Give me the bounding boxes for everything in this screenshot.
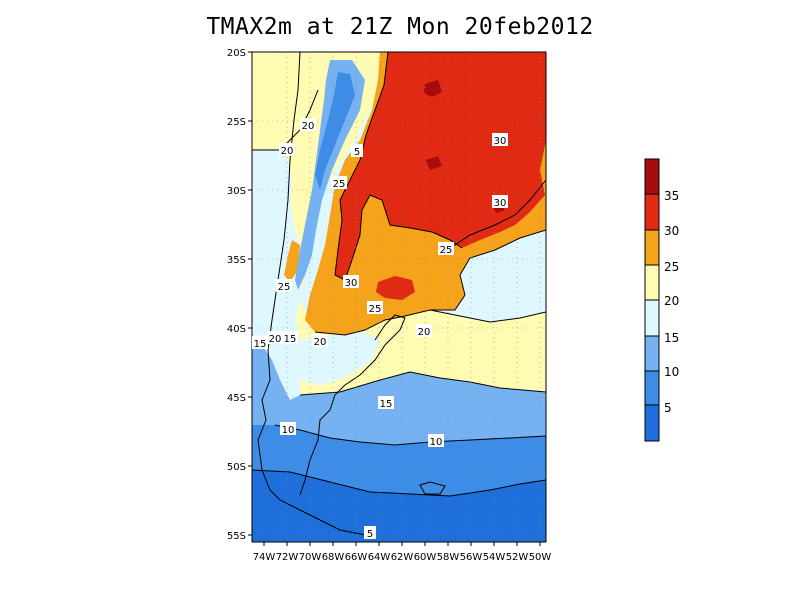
x-tick-label: 66W [345,552,368,563]
colorbar-label: 15 [664,331,679,345]
contour-label: 20 [300,118,316,132]
svg-text:20: 20 [302,121,315,132]
x-tick-label: 58W [437,552,460,563]
colorbar-label: 20 [664,294,679,308]
y-tick-label: 20S [227,48,246,59]
svg-text:5: 5 [354,147,360,158]
x-tick-label: 60W [414,552,437,563]
contour-label: 15 [282,331,298,345]
contour-label: 20 [312,334,328,348]
x-tick-label: 56W [460,552,483,563]
colorbar-swatch [645,371,659,405]
contour-label: 5 [364,526,376,540]
temp-band-0-5 [252,470,546,542]
colorbar-swatch [645,159,659,194]
contour-label: 30 [492,133,508,147]
colorbar-swatch [645,405,659,441]
temp-band-35-plus [424,80,505,213]
x-tick-label: 72W [276,552,299,563]
x-tick-label: 68W [322,552,345,563]
map-plot-area [252,52,546,542]
temp-band-30-35-south [376,276,415,300]
contour-label: 30 [492,195,508,209]
contour-label: 20 [416,324,432,338]
colorbar-swatch [645,194,659,230]
x-tick-label: 74W [253,552,276,563]
y-tick-label: 40S [227,324,246,335]
y-tick-label: 35S [227,255,246,266]
x-tick-label: 54W [483,552,506,563]
colorbar-swatch [645,336,659,371]
y-tick-label: 55S [227,531,246,542]
gridlines [252,52,546,542]
colorbar-swatch [645,300,659,336]
svg-text:25: 25 [278,282,291,293]
x-axis: 74W 72W 70W 68W 66W 64W 62W 60W 58W 56W … [253,542,552,563]
contour-label: 25 [367,301,383,315]
colorbar-label: 10 [664,365,679,379]
y-tick-label: 45S [227,393,246,404]
y-tick-label: 50S [227,462,246,473]
colorbar-label: 30 [664,224,679,238]
y-axis: 20S 25S 30S 35S 40S 45S 50S 55S [227,48,252,542]
colorbar-label: 35 [664,189,679,203]
svg-text:10: 10 [430,437,443,448]
contour-label: 10 [428,434,444,448]
svg-text:20: 20 [281,146,294,157]
contour-label: 20 [267,331,283,345]
colorbar-swatch [645,230,659,265]
map-frame [251,51,547,543]
svg-text:30: 30 [494,136,507,147]
contour-label: 15 [252,336,268,350]
y-tick-label: 25S [227,117,246,128]
svg-text:30: 30 [345,278,358,289]
contour-label: 25 [276,279,292,293]
colorbar: 5 10 15 20 25 30 35 [644,158,679,442]
temp-band-25-30-west [284,240,300,282]
svg-text:20: 20 [269,334,282,345]
svg-text:15: 15 [284,334,297,345]
contour-label: 30 [343,275,359,289]
temp-band-andes-colder [315,72,355,190]
svg-text:15: 15 [380,399,393,410]
svg-text:5: 5 [367,529,373,540]
colorbar-label: 25 [664,260,679,274]
svg-text:25: 25 [440,245,453,256]
contour-label: 5 [351,144,363,158]
svg-text:25: 25 [369,304,382,315]
x-tick-label: 62W [391,552,414,563]
temp-band-15-20-west [252,150,292,350]
temp-band-20-25-west [252,52,300,150]
svg-text:15: 15 [254,339,267,350]
contour-label: 15 [378,396,394,410]
page-title: TMAX2m at 21Z Mon 20feb2012 [206,14,594,40]
svg-text:25: 25 [333,179,346,190]
colorbar-label: 5 [664,401,672,415]
contour-label: 20 [279,143,295,157]
temp-band-andes-cold [295,60,365,290]
contour-label-group: 20 20 5 25 30 30 25 25 30 25 20 15 20 15… [252,118,508,540]
svg-text:30: 30 [494,198,507,209]
x-tick-label: 50W [529,552,552,563]
x-tick-label: 52W [506,552,529,563]
x-tick-label: 64W [368,552,391,563]
contour-label: 25 [438,242,454,256]
contour-label: 25 [331,176,347,190]
colorbar-swatch [645,265,659,300]
contour-label: 10 [280,422,296,436]
x-tick-label: 70W [299,552,322,563]
svg-text:20: 20 [418,327,431,338]
svg-text:10: 10 [282,425,295,436]
y-tick-label: 30S [227,186,246,197]
svg-text:20: 20 [314,337,327,348]
